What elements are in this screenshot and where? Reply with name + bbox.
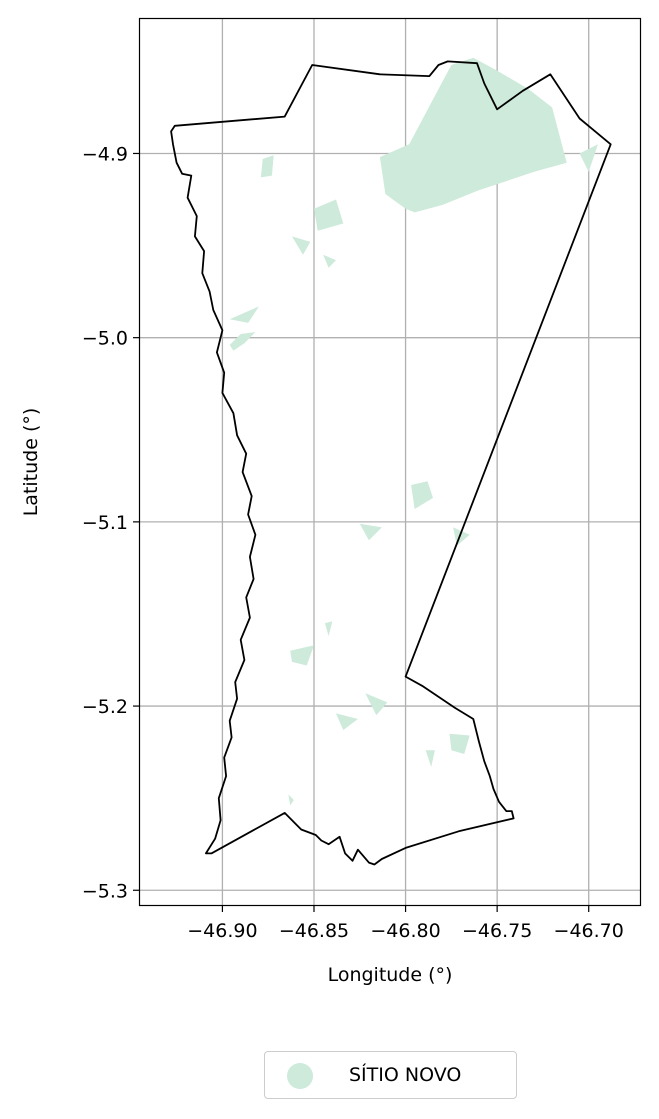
land-parcel (229, 306, 259, 323)
land-parcel (411, 481, 433, 509)
grid-lines (140, 19, 640, 905)
land-parcel (323, 254, 336, 268)
land-parcel (579, 144, 598, 172)
x-tick-label: −46.85 (279, 920, 349, 942)
x-tick-label: −46.75 (462, 920, 532, 942)
x-axis-label: Longitude (°) (328, 964, 453, 986)
x-tick-label: −46.70 (554, 920, 624, 942)
legend-marker (287, 1063, 313, 1089)
land-parcel (229, 332, 256, 351)
municipality-boundary (170, 60, 612, 866)
y-tick-label: −5.2 (82, 696, 128, 718)
land-parcel (425, 750, 435, 767)
y-axis-label: Latitude (°) (20, 408, 42, 517)
land-parcel (365, 693, 388, 716)
legend-label: SÍTIO NOVO (349, 1064, 462, 1086)
land-parcel (359, 523, 382, 541)
land-parcel (288, 794, 294, 806)
land-parcel (290, 645, 314, 666)
land-parcel (314, 199, 344, 231)
x-tick-label: −46.90 (187, 920, 257, 942)
plot-frame (138, 17, 642, 907)
land-parcel (292, 236, 311, 255)
y-tick-label: −5.1 (82, 512, 128, 534)
y-tick-label: −5.3 (82, 880, 128, 902)
land-features (229, 57, 598, 806)
y-tick-label: −4.9 (82, 143, 128, 165)
y-tick-label: −5.0 (82, 328, 128, 350)
land-parcel (325, 621, 333, 637)
land-parcel (449, 733, 470, 754)
land-parcel (336, 713, 358, 730)
land-parcel (379, 57, 567, 213)
land-parcel (260, 155, 274, 178)
legend: SÍTIO NOVO (264, 1051, 517, 1099)
x-tick-label: −46.80 (370, 920, 440, 942)
axis-ticks: −46.90 −46.85 −46.80 −46.75 −46.70 −4.9 −5.0 −5… (82, 143, 624, 942)
